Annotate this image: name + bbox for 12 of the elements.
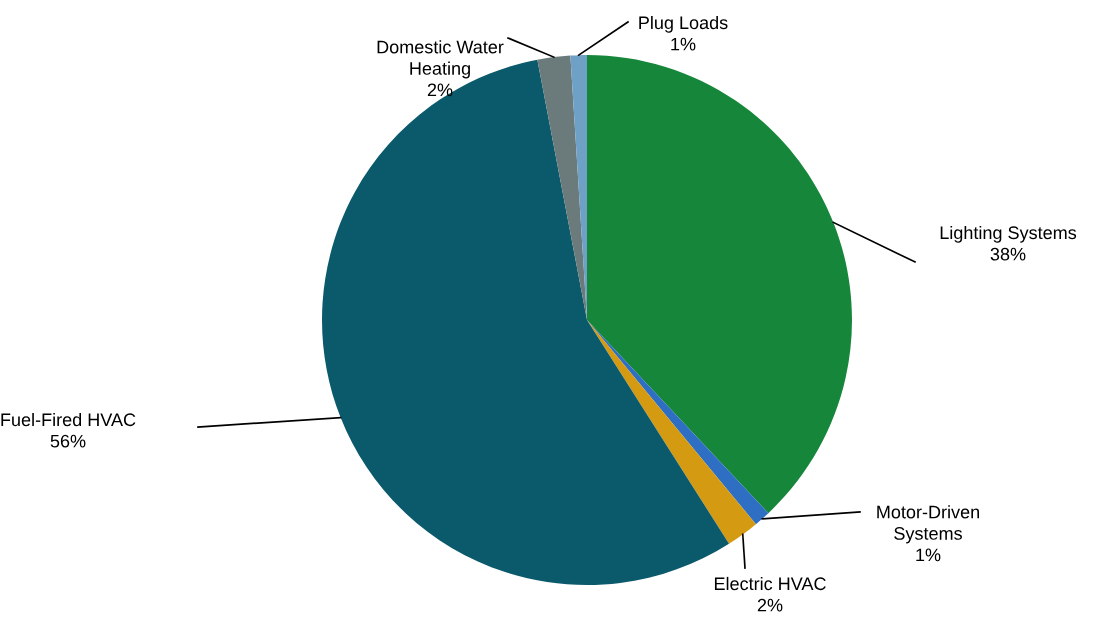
slice-label: Electric HVAC <box>714 576 826 591</box>
slice-label: Lighting Systems <box>940 225 1077 243</box>
data-label: 2% <box>427 83 453 97</box>
data-label: 2% <box>757 598 783 612</box>
data-label: 56% <box>50 434 86 448</box>
data-label: 1% <box>916 548 941 562</box>
data-label: 1% <box>671 37 696 51</box>
slice-label: Motor-Driven Systems <box>877 505 979 544</box>
slice-label: Fuel-Fired HVAC <box>1 412 136 427</box>
data-label: 38% <box>990 247 1026 261</box>
slice-label: Plug Loads <box>639 15 728 33</box>
slice-label: Domestic Water Heating <box>377 40 504 79</box>
